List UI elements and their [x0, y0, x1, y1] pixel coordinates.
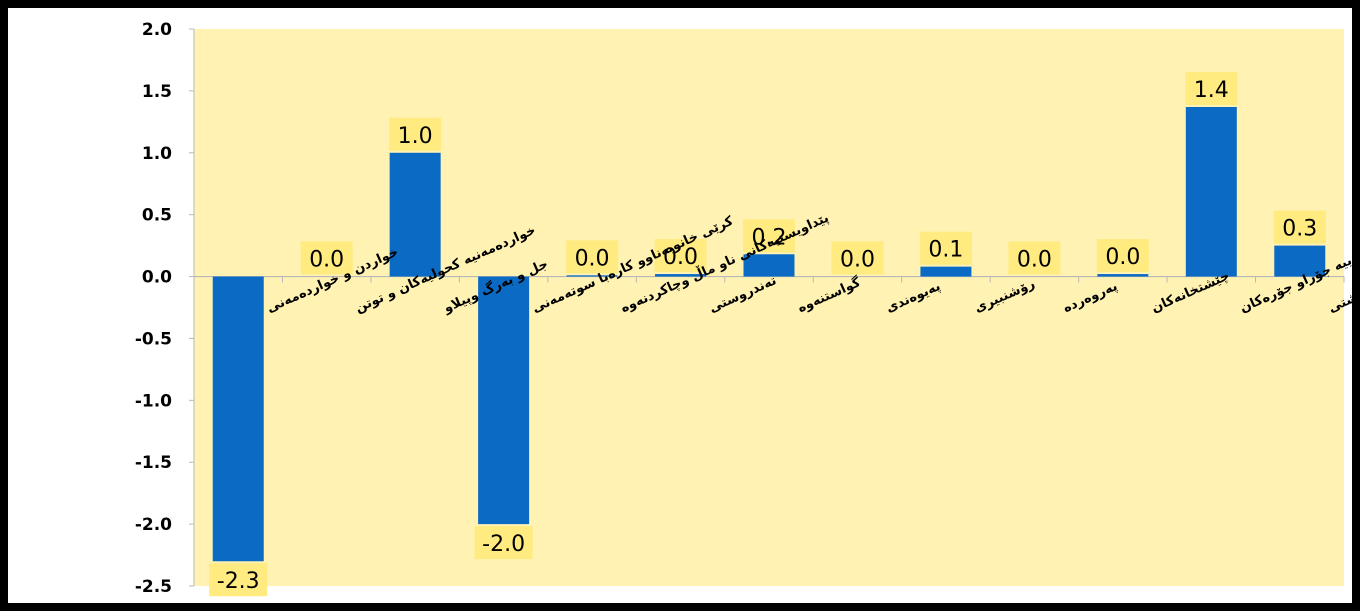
data-label-box	[389, 117, 442, 151]
data-label: 0.0	[663, 245, 698, 270]
data-label-box	[474, 526, 533, 560]
data-label-box	[1273, 210, 1326, 244]
data-label: -2.3	[217, 569, 260, 594]
data-label-box	[743, 219, 795, 253]
data-label: -2.0	[482, 532, 525, 557]
data-label: 0.1	[928, 238, 963, 263]
data-label: 0.2	[752, 225, 787, 250]
data-label: 0.0	[1017, 248, 1052, 273]
bar	[1097, 274, 1149, 277]
y-tick-label: 0.5	[142, 206, 172, 226]
y-tick-label: -1.5	[135, 453, 172, 473]
y-tick-label: -2.0	[135, 515, 172, 535]
data-label: 0.0	[1105, 245, 1140, 270]
bar	[478, 276, 530, 525]
y-tick-label: 2.0	[142, 20, 172, 40]
bar	[389, 152, 441, 277]
chart-frame: 2.0 1.5 1.0 0.5 0.0 -0.5 -1.0 -1.5 -2.0 -2.5 -2.3 0…	[8, 8, 1352, 603]
y-tick-label: -2.5	[135, 577, 172, 597]
data-label-box	[1185, 71, 1238, 105]
data-label: 0.0	[575, 246, 610, 271]
bar-chart: 2.0 1.5 1.0 0.5 0.0 -0.5 -1.0 -1.5 -2.0 -2.5 -2.3 0…	[135, 20, 1352, 597]
data-label: 1.0	[398, 124, 433, 149]
y-tick-label: 1.5	[142, 82, 172, 102]
bar	[566, 275, 618, 277]
bar	[655, 274, 707, 277]
data-label-box	[300, 241, 353, 275]
data-label-box	[1008, 241, 1061, 275]
data-label: 0.0	[309, 248, 344, 273]
data-label-box	[831, 241, 884, 275]
plot-area	[194, 29, 1344, 586]
data-label-box	[209, 563, 268, 597]
y-tick-label: -1.0	[135, 391, 172, 411]
bar	[212, 276, 264, 562]
data-label-box	[566, 240, 619, 274]
data-label: 0.0	[840, 248, 875, 273]
y-tick-label: -0.5	[135, 329, 172, 349]
data-label: 1.4	[1194, 78, 1229, 103]
data-label: 0.3	[1282, 217, 1317, 242]
bar	[1185, 106, 1237, 277]
y-tick-label: 0.0	[142, 268, 172, 288]
bar	[920, 266, 972, 277]
bar	[743, 254, 795, 277]
data-label-box	[654, 239, 707, 273]
data-label-box	[919, 231, 972, 265]
y-tick-label: 1.0	[142, 144, 172, 164]
bar	[1274, 245, 1326, 277]
data-label-box	[1096, 239, 1149, 273]
